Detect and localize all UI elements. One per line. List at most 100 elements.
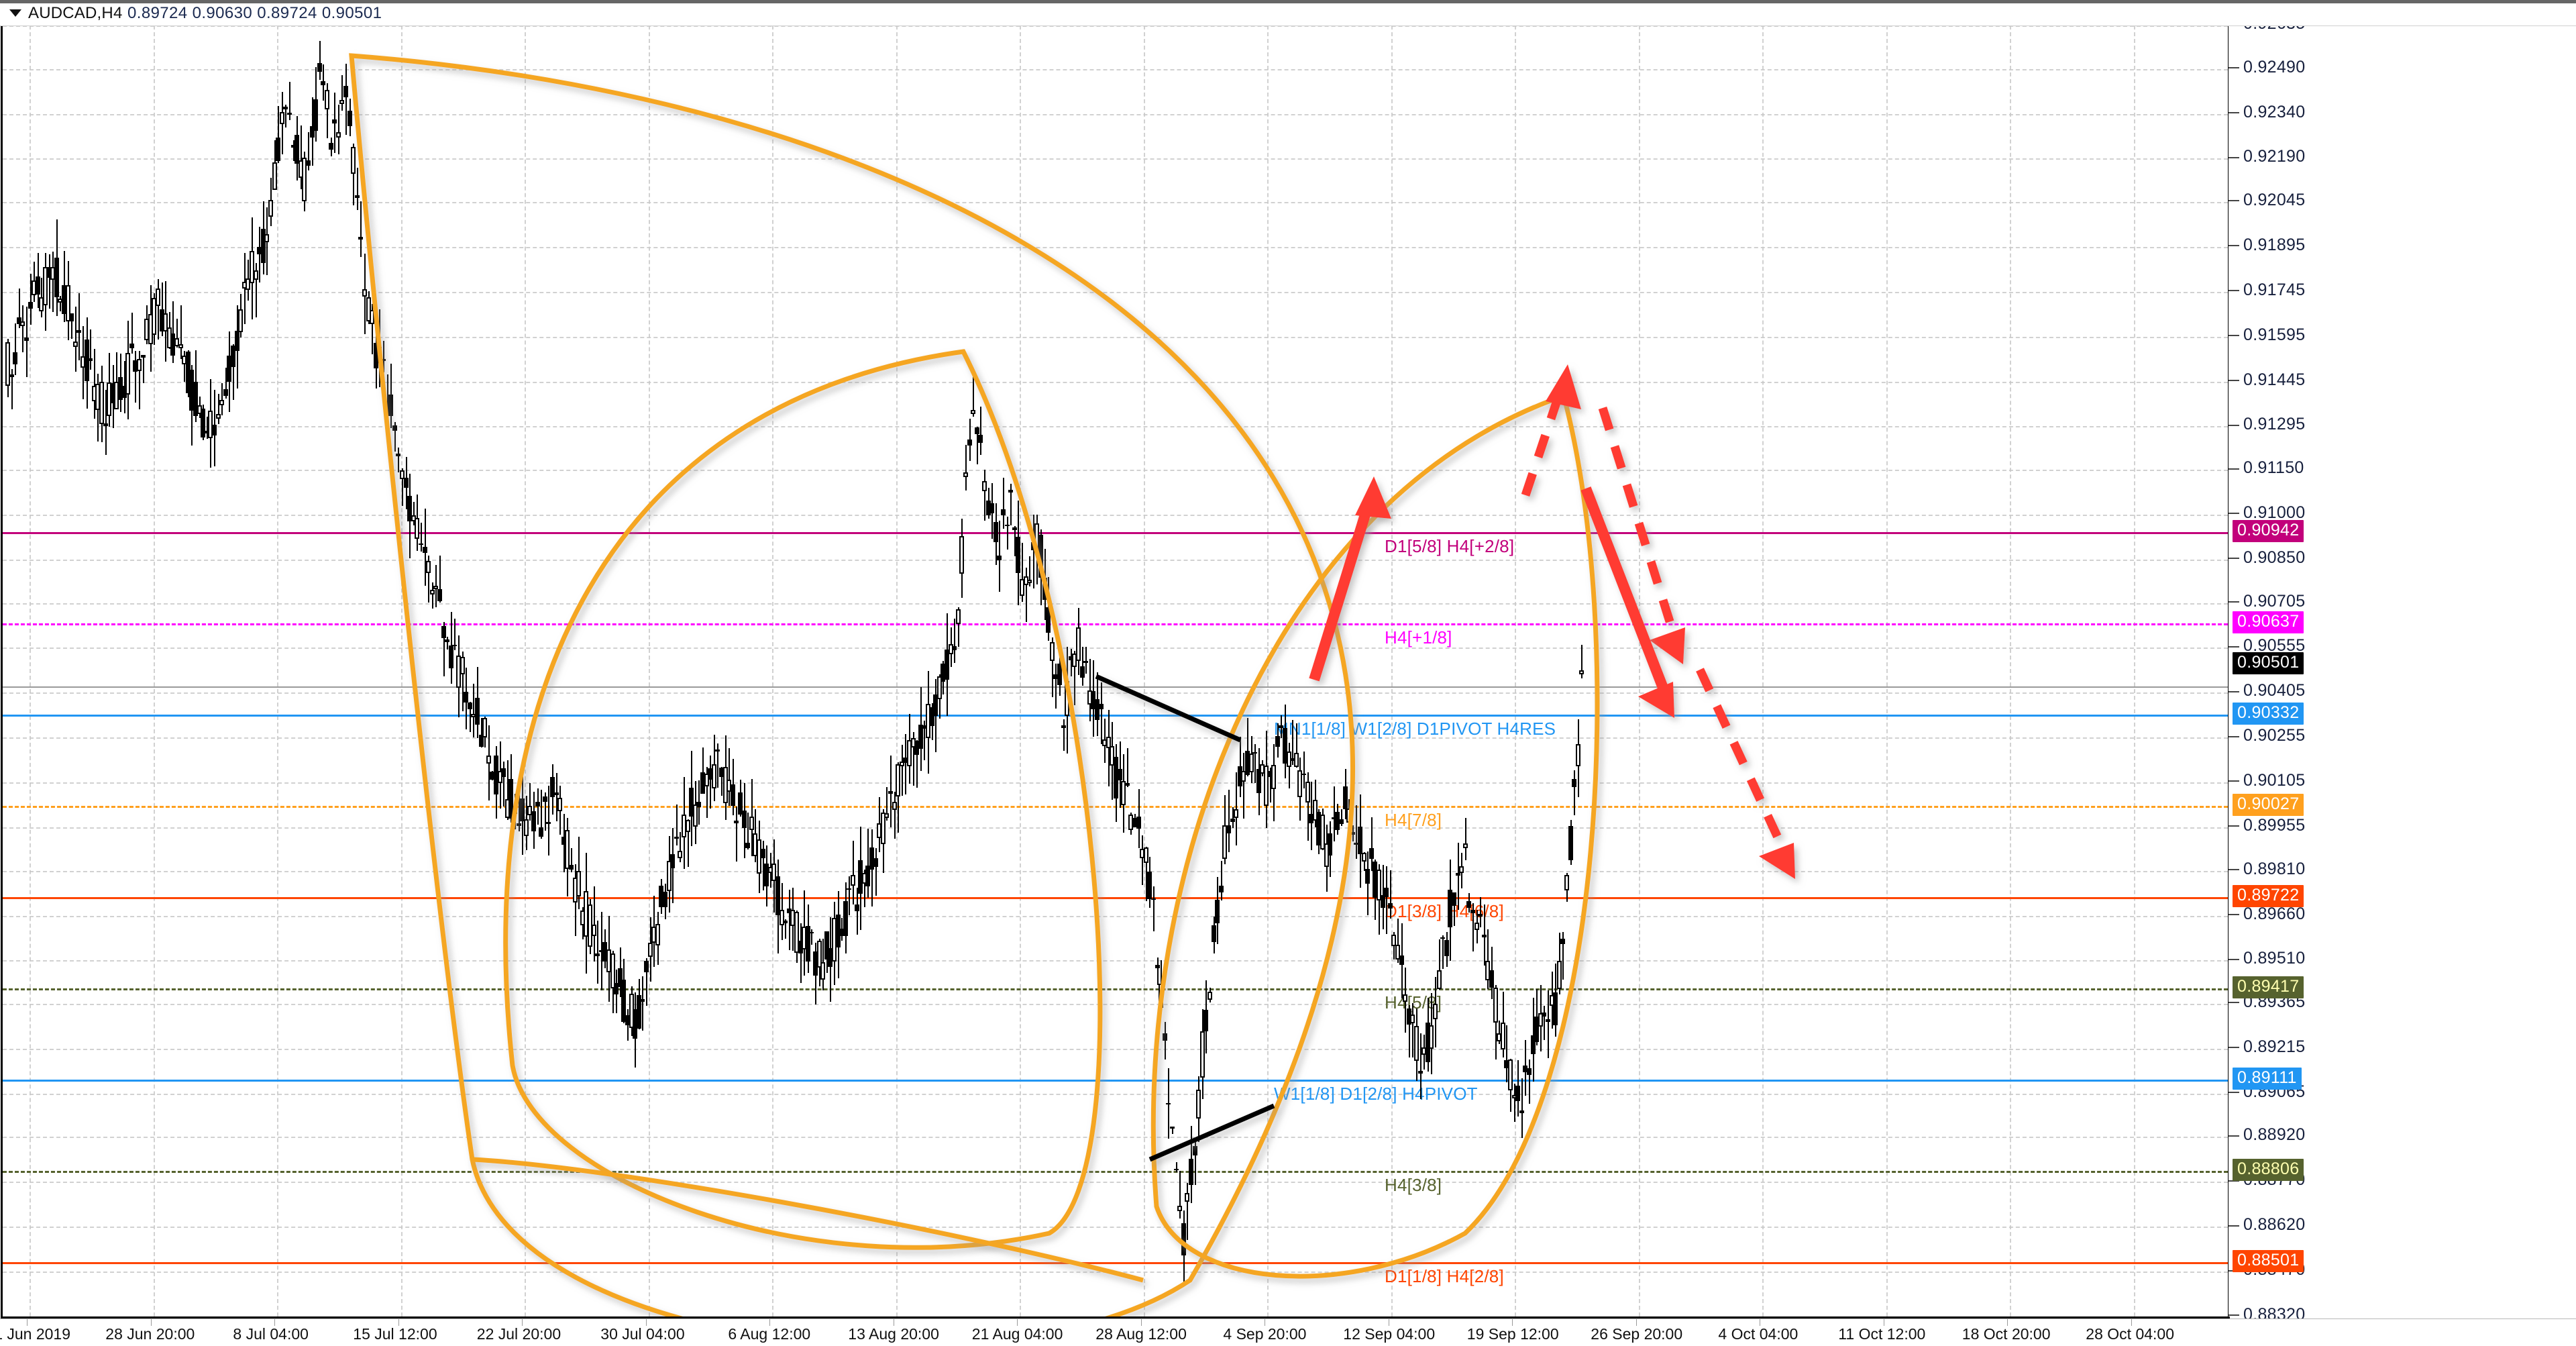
candle-body xyxy=(1234,809,1239,819)
candle-body xyxy=(1271,765,1277,790)
candle-body xyxy=(546,821,551,824)
candle-wick xyxy=(217,393,219,424)
candle-body xyxy=(1053,674,1059,680)
candle-body xyxy=(892,802,897,810)
candle-wick xyxy=(785,919,787,939)
candle-body xyxy=(636,994,641,1029)
gridline-vertical xyxy=(30,25,31,1316)
candle-wick xyxy=(1100,682,1102,745)
candle-body xyxy=(1301,774,1306,776)
candle-wick xyxy=(221,383,223,416)
time-axis-tick xyxy=(2131,1319,2132,1326)
gridline-vertical xyxy=(2010,25,2011,1316)
candle-body xyxy=(730,784,735,807)
candle-body xyxy=(933,694,938,716)
candle-body xyxy=(1568,825,1573,860)
candle-wick xyxy=(52,252,54,312)
price-axis[interactable]: 0.926350.924900.923400.921900.920450.918… xyxy=(2229,14,2576,1324)
price-level-label: W1[1/8] D1[2/8] H4PIVOT xyxy=(1274,1084,1478,1104)
candle-body xyxy=(335,132,341,138)
candle-body xyxy=(1297,770,1303,797)
candle-body xyxy=(1316,812,1322,846)
candle-body xyxy=(1515,1086,1521,1101)
chart-plot-area[interactable]: D1[5/8] H4[+2/8] H4[+1/8] MN1[1/8] W1[2/8]… xyxy=(1,25,2230,1318)
candle-body xyxy=(69,313,74,321)
candle-wick xyxy=(428,555,430,603)
time-axis-label: 21 Jun 2019 xyxy=(0,1325,71,1343)
candle-wick xyxy=(105,390,107,456)
candle-body xyxy=(888,791,893,794)
candle-body xyxy=(602,942,608,962)
candle-body xyxy=(659,885,664,907)
candle-body xyxy=(967,439,972,446)
candle-body xyxy=(54,257,59,298)
candle-wick xyxy=(443,621,445,677)
candle-wick xyxy=(1442,935,1444,970)
candle-body xyxy=(1203,1009,1209,1031)
candle-wick xyxy=(1333,786,1335,841)
candle-wick xyxy=(1581,645,1583,679)
candle-body xyxy=(1444,939,1449,956)
candle-body xyxy=(121,386,127,398)
candle-wick xyxy=(172,301,174,363)
candle-body xyxy=(1001,509,1006,515)
price-tag: 0.90942 xyxy=(2233,519,2304,542)
gridline-horizontal xyxy=(3,68,2228,70)
candle-body xyxy=(595,953,600,956)
candle-body xyxy=(133,360,138,372)
candle-body xyxy=(1429,1025,1434,1049)
candle-wick xyxy=(912,731,914,786)
candle-body xyxy=(253,270,258,280)
candle-body xyxy=(922,725,927,729)
candle-wick xyxy=(473,683,475,737)
candle-body xyxy=(1305,781,1310,803)
candle-body xyxy=(1275,735,1280,747)
candle-body xyxy=(212,425,217,435)
price-level-label: MN1[1/8] W1[2/8] D1PIVOT H4RES xyxy=(1274,718,1556,739)
candle-body xyxy=(985,500,991,515)
candle-wick xyxy=(811,929,813,945)
candle-body xyxy=(13,352,18,364)
gridline-horizontal xyxy=(3,336,2228,338)
gridline-horizontal xyxy=(3,1093,2228,1095)
candle-body xyxy=(246,278,251,291)
candle-body xyxy=(1241,771,1246,782)
right-leaf-shape xyxy=(1150,393,1600,1279)
gridline-horizontal xyxy=(3,1048,2228,1050)
candle-body xyxy=(1147,871,1152,899)
candle-wick xyxy=(1419,1033,1421,1100)
candle-body xyxy=(1312,800,1318,821)
candle-body xyxy=(1527,1068,1532,1076)
price-tag: 0.88501 xyxy=(2233,1250,2304,1273)
candle-body xyxy=(388,395,394,416)
candle-wick xyxy=(48,254,50,309)
time-axis[interactable]: 21 Jun 2019 28 Jun 20:00 8 Jul 04:00 15 Jul… xyxy=(0,1318,2576,1346)
candle-body xyxy=(835,914,841,947)
upper-trendline xyxy=(1095,674,1242,743)
price-level-line xyxy=(3,1262,2228,1265)
candle-wick xyxy=(360,201,362,257)
chevron-down-icon[interactable] xyxy=(9,9,21,17)
candle-wick xyxy=(555,773,557,822)
candle-body xyxy=(550,777,555,797)
candle-body xyxy=(250,251,254,283)
candle-wick xyxy=(1172,1127,1173,1135)
price-tag: 0.90637 xyxy=(2233,611,2304,633)
time-axis-tick xyxy=(27,1319,28,1326)
gridline-vertical xyxy=(772,25,773,1316)
candle-body xyxy=(798,940,803,954)
time-axis-label: 30 Jul 04:00 xyxy=(600,1325,685,1343)
candle-body xyxy=(1151,898,1156,900)
candle-body xyxy=(317,62,322,72)
candle-wick xyxy=(1499,1021,1501,1044)
gridline-vertical xyxy=(1886,25,1888,1316)
candle-body xyxy=(486,756,491,764)
gridline-horizontal xyxy=(3,1004,2228,1006)
candle-wick xyxy=(924,720,926,761)
candle-wick xyxy=(1074,651,1076,706)
price-level-line xyxy=(3,714,2228,717)
candle-body xyxy=(1481,935,1487,938)
candle-body xyxy=(535,802,540,807)
price-axis-tick: 0.90405 xyxy=(2229,681,2576,701)
candle-body xyxy=(1252,752,1258,754)
